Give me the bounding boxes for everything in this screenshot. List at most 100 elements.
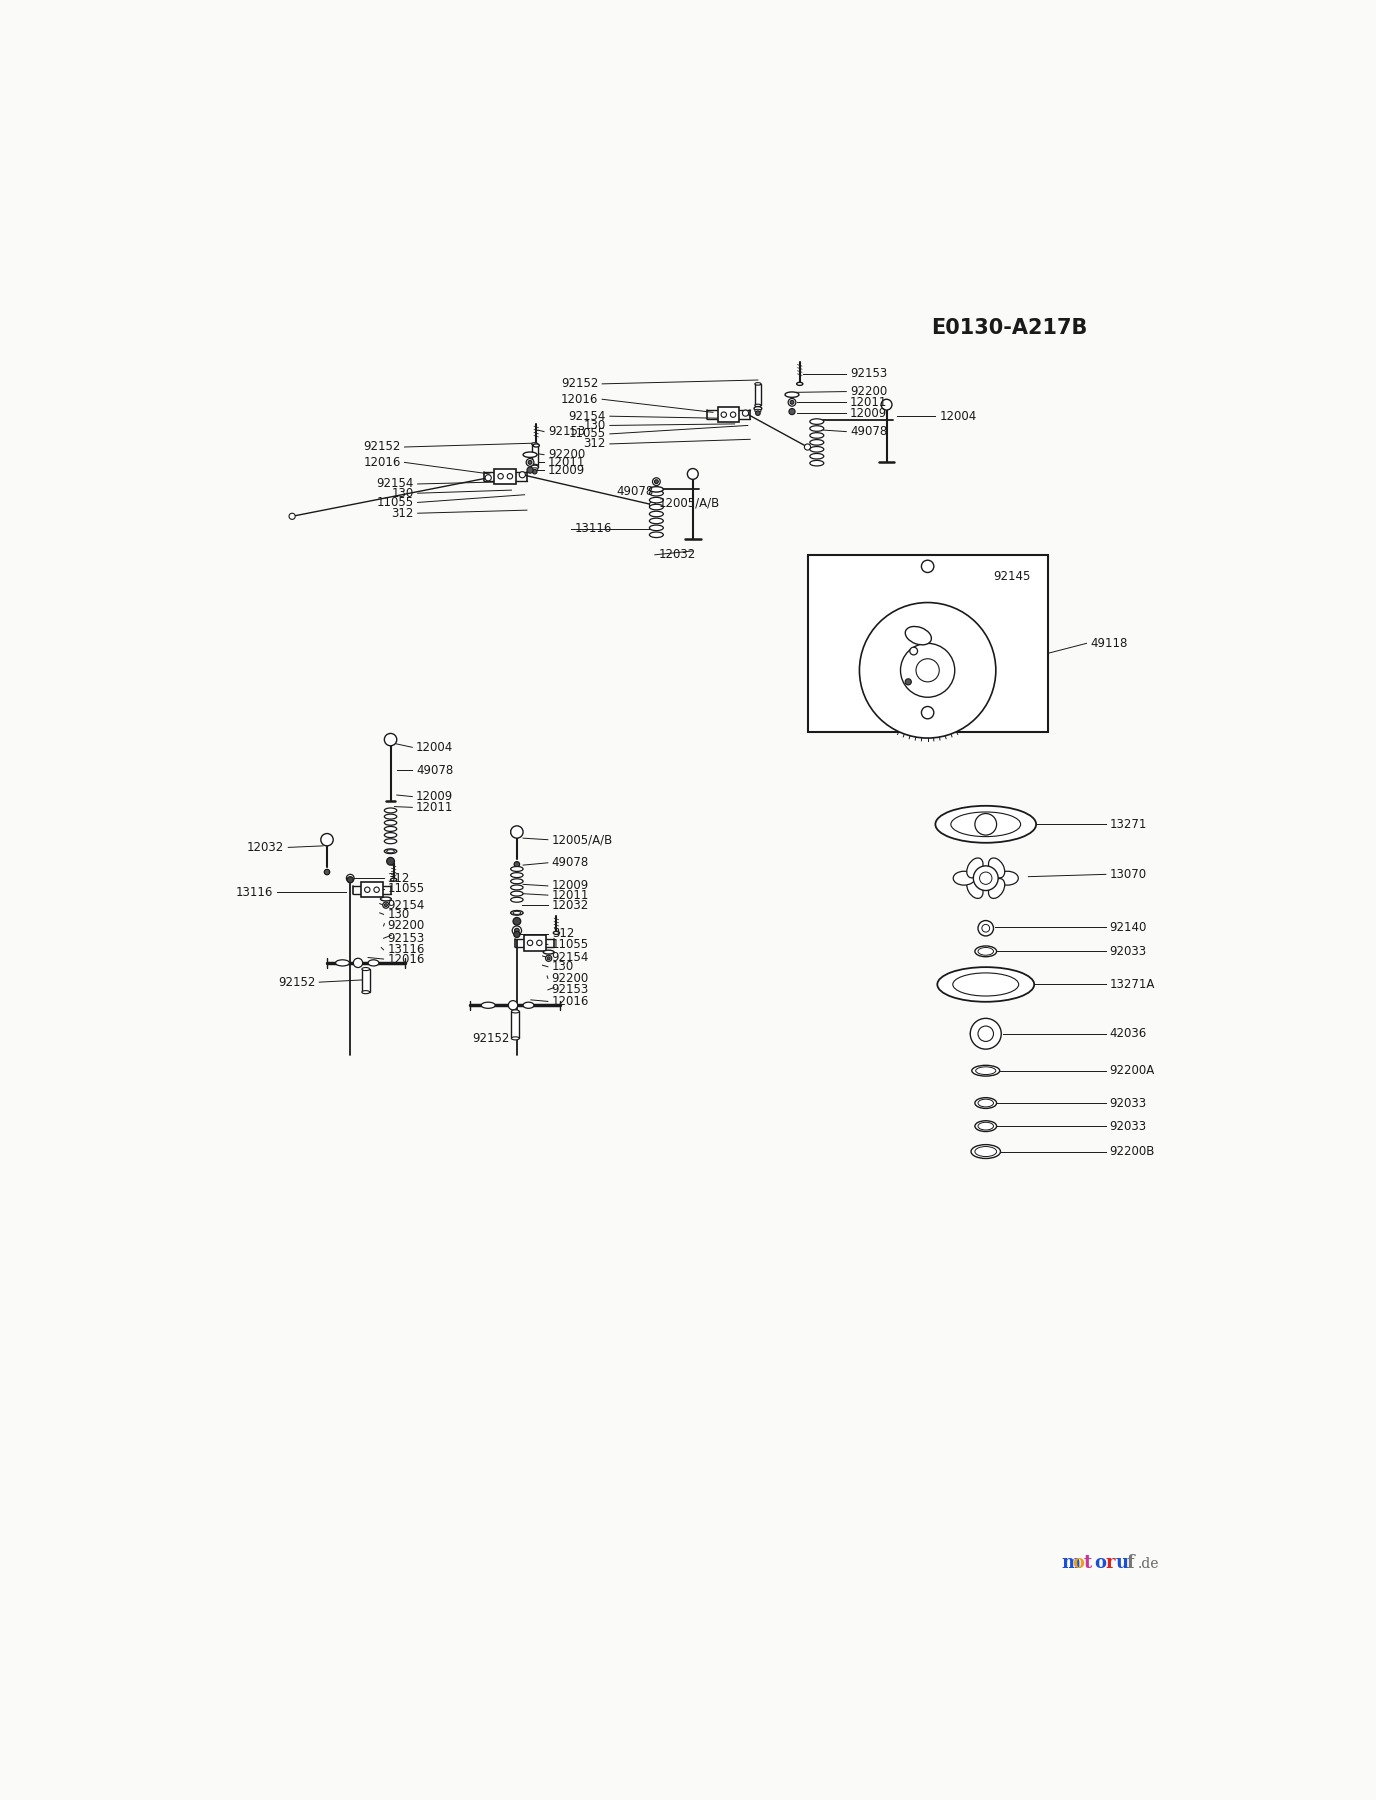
Text: 130: 130 [583,419,605,432]
Ellipse shape [755,409,761,412]
Bar [531,445,538,466]
Text: r: r [1105,1555,1115,1573]
Circle shape [515,862,520,868]
Text: 12032: 12032 [552,898,589,911]
Text: 11055: 11055 [388,882,425,895]
Text: o: o [1094,1555,1106,1573]
Ellipse shape [810,461,824,466]
Circle shape [655,481,658,484]
Circle shape [743,410,749,416]
Ellipse shape [384,826,396,832]
Text: .de: .de [1138,1557,1159,1570]
Text: 92153: 92153 [552,983,589,997]
Circle shape [922,560,934,572]
Text: 12016: 12016 [363,455,400,468]
Ellipse shape [810,446,824,452]
Ellipse shape [384,821,396,824]
Ellipse shape [978,947,993,956]
Text: 12009: 12009 [850,407,888,419]
Text: 130: 130 [552,959,574,974]
Text: 92200A: 92200A [1110,1064,1154,1076]
Ellipse shape [510,886,523,889]
Text: 12004: 12004 [940,410,977,423]
Circle shape [922,706,934,718]
Circle shape [508,473,513,479]
Ellipse shape [531,468,538,472]
Circle shape [321,833,333,846]
Text: f: f [1127,1555,1135,1573]
Circle shape [900,643,955,697]
Circle shape [755,410,760,416]
Text: 312: 312 [388,871,410,884]
Ellipse shape [510,873,523,878]
Ellipse shape [967,859,982,878]
Ellipse shape [649,511,663,517]
Text: 13116: 13116 [235,886,272,898]
Circle shape [980,871,992,884]
Circle shape [527,940,533,945]
Text: 11055: 11055 [568,427,605,441]
Text: 130: 130 [388,907,410,922]
Ellipse shape [649,490,663,497]
Ellipse shape [649,486,663,491]
Text: 12032: 12032 [659,549,696,562]
Text: 92154: 92154 [568,410,605,423]
Circle shape [973,866,998,891]
Bar [755,383,761,405]
Text: 92200: 92200 [850,385,888,398]
Text: 49078: 49078 [552,857,589,869]
Circle shape [527,466,533,473]
Ellipse shape [531,464,538,466]
Text: 312: 312 [552,927,574,940]
Text: 12005/A/B: 12005/A/B [659,497,720,509]
Text: t: t [1083,1555,1091,1573]
Circle shape [383,902,389,909]
Text: 49078: 49078 [616,486,654,499]
Circle shape [978,920,993,936]
Ellipse shape [362,990,370,994]
Text: u: u [1116,1555,1130,1573]
Circle shape [347,875,354,882]
Text: 12004: 12004 [416,742,453,754]
Ellipse shape [976,947,996,958]
Circle shape [970,1019,1002,1049]
Circle shape [881,400,892,410]
Ellipse shape [649,526,663,531]
Ellipse shape [336,959,350,967]
Text: 92153: 92153 [850,367,888,380]
Text: 12011: 12011 [850,396,888,409]
Bar [808,554,1047,733]
Ellipse shape [988,878,1004,898]
Ellipse shape [971,1066,1000,1076]
Bar [524,936,545,950]
Ellipse shape [976,1067,996,1075]
Circle shape [805,445,810,450]
Circle shape [533,470,537,473]
Text: 49078: 49078 [416,763,453,778]
Circle shape [860,603,996,738]
Ellipse shape [531,464,538,470]
Text: 92033: 92033 [1110,1120,1146,1132]
Circle shape [788,409,795,414]
Ellipse shape [810,419,824,425]
Ellipse shape [391,878,396,882]
Bar [361,882,383,898]
Text: 12016: 12016 [552,995,589,1008]
Text: 92153: 92153 [548,425,585,437]
Circle shape [510,826,523,839]
Text: 12011: 12011 [416,801,454,814]
Circle shape [526,459,534,466]
Ellipse shape [649,504,663,509]
Ellipse shape [523,452,537,457]
Circle shape [537,940,542,945]
Ellipse shape [510,891,523,896]
Text: 13271: 13271 [1110,817,1148,832]
Text: 12009: 12009 [552,880,589,893]
Circle shape [374,887,380,893]
Text: 12005/A/B: 12005/A/B [552,833,612,846]
Circle shape [486,475,491,481]
Ellipse shape [755,405,761,407]
Text: 11055: 11055 [552,938,589,950]
Text: 92033: 92033 [1110,1096,1146,1109]
Ellipse shape [362,968,370,970]
